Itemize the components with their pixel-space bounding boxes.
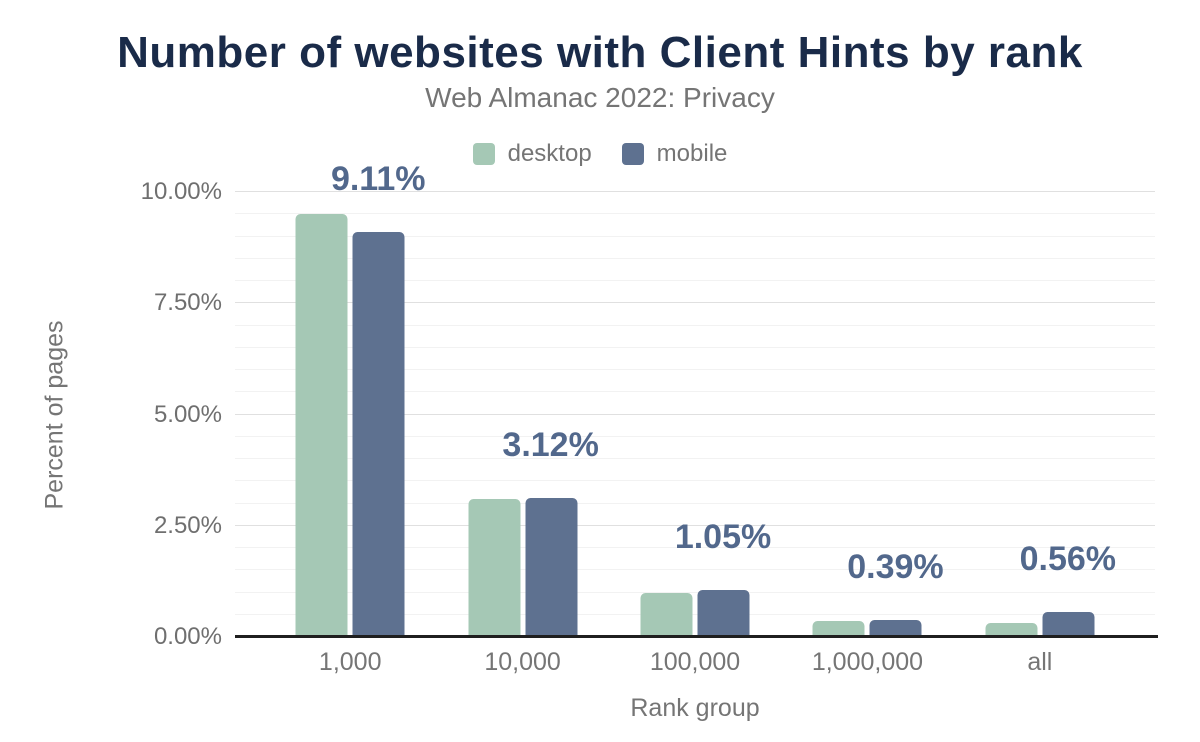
legend: desktop mobile (0, 140, 1200, 168)
gridline-9.5 (235, 213, 1155, 215)
bar-group-100,000: 1.05% 100,000 (609, 192, 781, 676)
value-label-1,000,000: 0.39% (847, 547, 944, 586)
gridline-1 (235, 591, 1155, 593)
gridline-6 (235, 369, 1155, 370)
bar-mobile-1,000 (352, 231, 405, 637)
bar-desktop-10,000 (468, 499, 521, 637)
legend-swatch-mobile (621, 143, 644, 165)
bar-desktop-100,000 (640, 592, 693, 637)
value-label-all: 0.56% (1019, 540, 1117, 579)
gridline-8 (235, 280, 1155, 281)
bar-pair (468, 498, 578, 637)
y-tick-label: 7.50% (153, 289, 222, 317)
plot-area: 9.11% 1,000 3.12% 10,000 1.05% 100,000 0.39% 1,… (235, 160, 1158, 676)
legend-swatch-desktop (472, 143, 495, 165)
y-tick-label: 0.00% (153, 623, 222, 650)
gridline-2 (235, 547, 1155, 548)
bar-desktop-all (985, 622, 1038, 637)
x-tick-label-1,000,000: 1,000,000 (811, 648, 924, 676)
y-axis-tick-labels: 10.00% 7.50% 5.00% 2.50% 0.00% (120, 178, 222, 650)
bar-pair (640, 590, 750, 637)
legend-item-mobile: mobile (621, 140, 728, 168)
chart-subtitle: Web Almanac 2022: Privacy (425, 82, 775, 113)
gridline-9 (235, 235, 1155, 237)
gridline-3 (235, 502, 1155, 504)
gridline-2.5 (235, 524, 1155, 526)
bar-pair (812, 619, 922, 637)
gridline-8.5 (235, 257, 1155, 259)
bar-group-all: 0.56% all (954, 192, 1126, 676)
legend-label: desktop (507, 140, 592, 167)
bar-mobile-10,000 (525, 498, 578, 637)
gridline-4.5 (235, 435, 1155, 437)
gridline-4 (235, 458, 1155, 459)
x-tick-label-1,000: 1,000 (318, 648, 382, 676)
value-label-100,000: 1.05% (674, 518, 772, 557)
gridline-1.5 (235, 569, 1155, 571)
legend-label: mobile (656, 140, 728, 167)
gridline-0.5 (235, 613, 1155, 615)
y-tick-label: 5.00% (153, 400, 222, 428)
gridline-7 (235, 324, 1155, 326)
bar-desktop-1,000,000 (812, 620, 865, 637)
gridline-5.5 (235, 391, 1155, 393)
gridline-3.5 (235, 480, 1155, 482)
legend-item-desktop: desktop (472, 140, 592, 168)
gridline-10 (235, 191, 1155, 192)
x-axis-title: Rank group (630, 694, 760, 722)
y-tick-label: 2.50% (153, 511, 222, 539)
bar-group-1,000: 9.11% 1,000 (264, 160, 436, 676)
gridline-5 (235, 413, 1155, 415)
x-tick-label-all: all (1027, 648, 1053, 676)
chart-title: Number of websites with Client Hints by … (117, 28, 1083, 77)
gridline-6.5 (235, 346, 1155, 348)
x-tick-label-10,000: 10,000 (484, 648, 561, 676)
x-axis-line (235, 635, 1158, 638)
value-label-1,000: 9.11% (330, 159, 426, 198)
x-tick-label-100,000: 100,000 (649, 648, 741, 676)
bar-groups: 9.11% 1,000 3.12% 10,000 1.05% 100,000 0.39% 1,… (235, 160, 1155, 676)
value-label-10,000: 3.12% (502, 426, 599, 465)
gridline-7.5 (235, 302, 1155, 304)
bar-group-10,000: 3.12% 10,000 (436, 192, 608, 676)
bar-pair (985, 612, 1095, 637)
y-tick-label: 10.00% (140, 178, 222, 205)
bar-pair (295, 214, 405, 637)
y-axis-title: Percent of pages (40, 320, 69, 510)
bar-desktop-1,000 (295, 214, 348, 637)
bar-mobile-1,000,000 (869, 619, 922, 637)
bar-group-1,000,000: 0.39% 1,000,000 (781, 192, 953, 676)
bar-mobile-100,000 (697, 590, 750, 637)
bar-mobile-all (1042, 612, 1095, 637)
